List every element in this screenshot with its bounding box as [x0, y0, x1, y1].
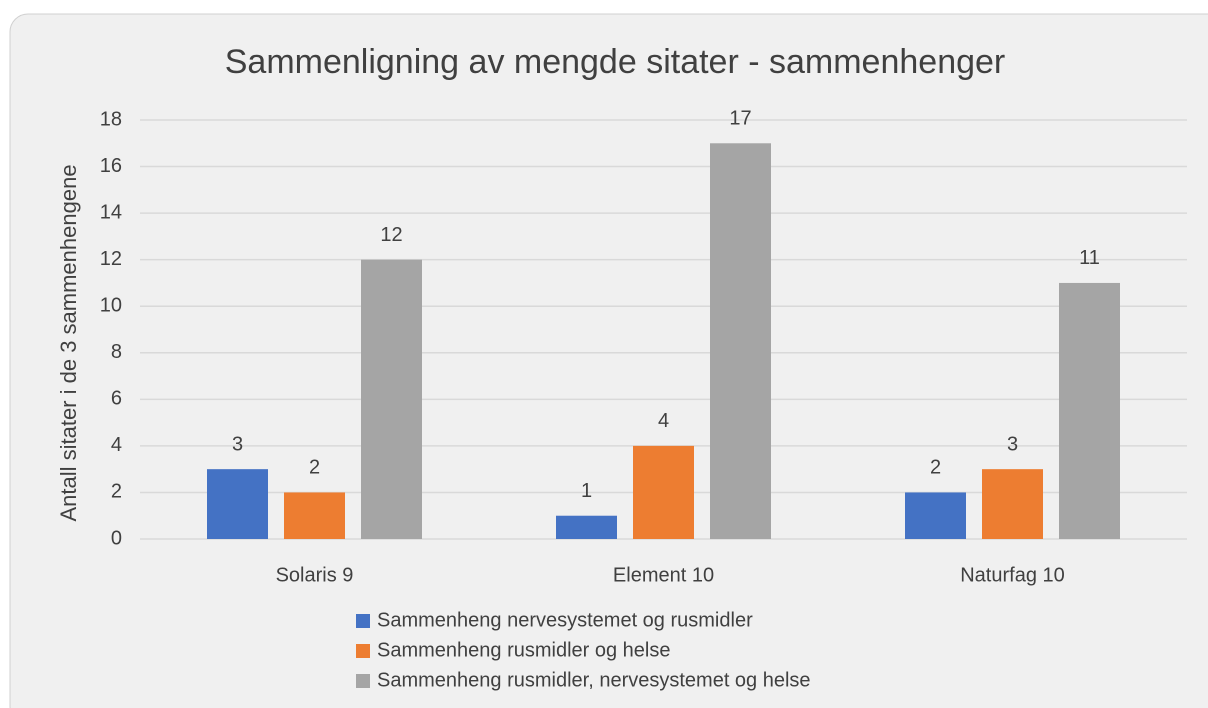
- legend-label: Sammenheng nervesystemet og rusmidler: [377, 609, 753, 631]
- data-label: 2: [309, 457, 320, 479]
- y-tick-label: 0: [111, 527, 122, 549]
- x-tick-label: Solaris 9: [276, 564, 354, 586]
- y-tick-label: 18: [100, 108, 122, 130]
- bar: [1059, 282, 1120, 539]
- data-label: 17: [729, 108, 751, 130]
- bar: [710, 143, 771, 539]
- bar: [284, 492, 345, 539]
- data-label: 3: [232, 433, 243, 455]
- data-label: 4: [658, 410, 669, 432]
- bar: [556, 515, 617, 539]
- y-tick-label: 12: [100, 248, 122, 270]
- data-label: 2: [930, 457, 941, 479]
- bar: [982, 469, 1043, 539]
- bar: [361, 259, 422, 539]
- bar: [633, 445, 694, 539]
- legend-swatch: [356, 674, 370, 688]
- data-label: 11: [1079, 247, 1100, 269]
- chart-background: [9, 13, 1208, 708]
- y-tick-label: 10: [100, 295, 122, 317]
- chart-title: Sammenligning av mengde sitater - sammen…: [225, 43, 1006, 81]
- legend-label: Sammenheng rusmidler og helse: [377, 639, 671, 661]
- y-tick-label: 6: [111, 388, 122, 410]
- y-tick-label: 4: [111, 434, 122, 456]
- y-tick-label: 16: [100, 155, 122, 177]
- x-tick-label: Naturfag 10: [960, 564, 1065, 586]
- x-tick-label: Element 10: [613, 564, 714, 586]
- y-tick-label: 14: [100, 201, 122, 223]
- legend-label: Sammenheng rusmidler, nervesystemet og h…: [377, 669, 811, 691]
- data-label: 1: [581, 480, 592, 502]
- legend-swatch: [356, 614, 370, 628]
- data-label: 3: [1007, 433, 1018, 455]
- data-label: 12: [380, 224, 402, 246]
- legend-swatch: [356, 644, 370, 658]
- y-tick-label: 2: [111, 481, 122, 503]
- y-tick-label: 8: [111, 341, 122, 363]
- y-axis-label: Antall sitater i de 3 sammenhengene: [56, 164, 81, 521]
- bar: [207, 469, 268, 539]
- bar: [905, 492, 966, 539]
